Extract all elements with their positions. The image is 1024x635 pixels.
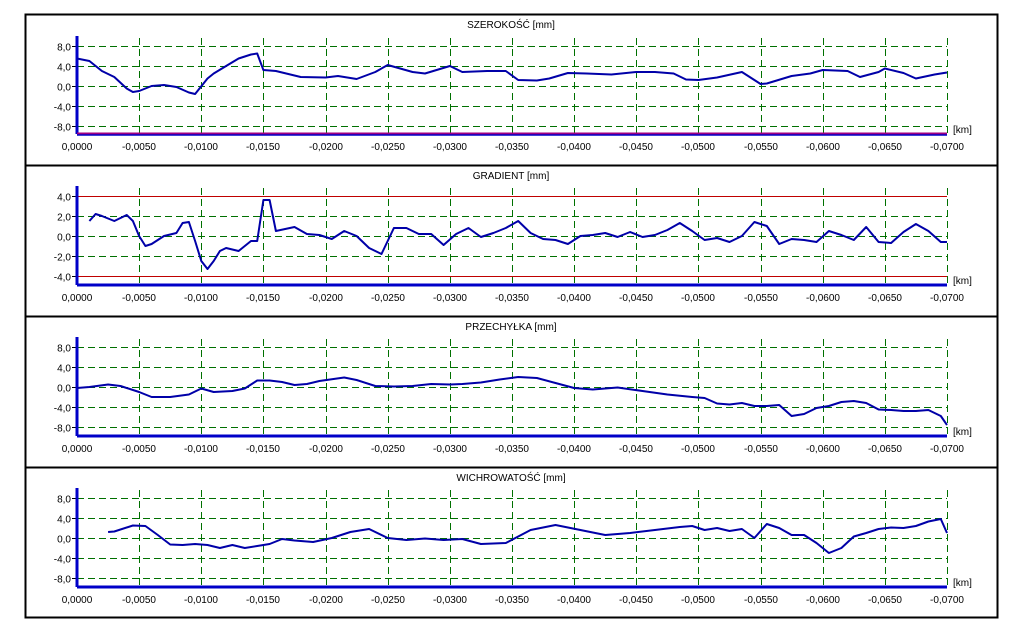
x-tick-label: -0,0250 <box>371 444 405 455</box>
y-tick-label: 0,0 <box>57 535 71 546</box>
x-tick-label: -0,0100 <box>184 595 218 606</box>
x-tick-label: -0,0050 <box>122 595 156 606</box>
x-tick-label: -0,0550 <box>744 595 778 606</box>
x-tick-label: -0,0350 <box>495 595 529 606</box>
x-tick-label: -0,0300 <box>433 444 467 455</box>
x-tick-label: -0,0450 <box>619 595 653 606</box>
x-tick-label: -0,0150 <box>246 293 280 304</box>
y-tick-label: -8,0 <box>54 575 72 586</box>
x-tick-label: -0,0350 <box>495 444 529 455</box>
y-tick-label: -8,0 <box>54 424 72 435</box>
x-tick-label: -0,0200 <box>309 142 343 153</box>
y-tick-label: 2,0 <box>57 213 71 224</box>
x-tick-label: 0,0000 <box>62 444 93 455</box>
x-tick-label: -0,0300 <box>433 142 467 153</box>
y-tick-label: -2,0 <box>54 253 72 264</box>
x-tick-label: -0,0550 <box>744 293 778 304</box>
x-tick-label: -0,0300 <box>433 595 467 606</box>
chart-panel-przechylka: PRZECHYŁKA [mm] 8,0 4,0 0,0 -4,0 -8,0 0,0000 -0… <box>25 315 998 455</box>
chart-title: SZEROKOŚĆ [mm] <box>467 18 555 31</box>
x-tick-label: -0,0450 <box>619 293 653 304</box>
x-tick-label: -0,0700 <box>930 293 964 304</box>
x-tick-label: -0,0200 <box>309 444 343 455</box>
x-tick-label: -0,0050 <box>122 142 156 153</box>
x-tick-label: -0,0500 <box>681 595 715 606</box>
x-tick-label: -0,0600 <box>806 142 840 153</box>
x-unit-label: [km] <box>953 578 972 589</box>
x-unit-label: [km] <box>953 276 972 287</box>
y-tick-label: 4,0 <box>57 364 71 375</box>
x-tick-label: -0,0250 <box>371 293 405 304</box>
x-tick-label: -0,0700 <box>930 444 964 455</box>
y-tick-label: 0,0 <box>57 83 71 94</box>
x-tick-label: -0,0050 <box>122 293 156 304</box>
x-tick-label: -0,0700 <box>930 595 964 606</box>
x-tick-label: -0,0350 <box>495 142 529 153</box>
x-unit-label: [km] <box>953 427 972 438</box>
y-tick-label: -4,0 <box>54 404 72 415</box>
x-tick-label: 0,0000 <box>62 142 93 153</box>
x-tick-label: -0,0200 <box>309 595 343 606</box>
x-tick-label: -0,0500 <box>681 293 715 304</box>
y-tick-label: 8,0 <box>57 495 71 506</box>
x-tick-label: -0,0150 <box>246 444 280 455</box>
x-tick-label: -0,0650 <box>868 142 902 153</box>
x-tick-label: -0,0400 <box>557 595 591 606</box>
y-tick-label: -4,0 <box>54 555 72 566</box>
x-tick-label: -0,0600 <box>806 595 840 606</box>
x-tick-label: -0,0500 <box>681 444 715 455</box>
x-tick-label: 0,0000 <box>62 293 93 304</box>
y-tick-label: 0,0 <box>57 233 71 244</box>
x-tick-label: -0,0400 <box>557 293 591 304</box>
chart-title: GRADIENT [mm] <box>473 171 550 182</box>
x-tick-label: -0,0250 <box>371 142 405 153</box>
x-tick-label: 0,0000 <box>62 595 93 606</box>
x-tick-label: -0,0150 <box>246 595 280 606</box>
y-tick-label: 4,0 <box>57 515 71 526</box>
series-line <box>76 52 948 95</box>
x-tick-label: -0,0600 <box>806 444 840 455</box>
y-tick-label: 4,0 <box>57 63 71 74</box>
y-tick-label: -4,0 <box>54 103 72 114</box>
x-tick-label: -0,0400 <box>557 142 591 153</box>
x-tick-label: -0,0400 <box>557 444 591 455</box>
x-tick-label: -0,0450 <box>619 444 653 455</box>
x-tick-label: -0,0250 <box>371 595 405 606</box>
x-tick-label: -0,0450 <box>619 142 653 153</box>
chart-title: WICHROWATOŚĆ [mm] <box>456 471 565 484</box>
x-tick-label: -0,0100 <box>184 444 218 455</box>
y-tick-label: 4,0 <box>57 193 71 204</box>
x-unit-label: [km] <box>953 125 972 136</box>
x-tick-label: -0,0650 <box>868 444 902 455</box>
x-tick-label: -0,0200 <box>309 293 343 304</box>
series-line <box>88 199 947 270</box>
x-tick-label: -0,0050 <box>122 444 156 455</box>
series-line <box>76 376 948 426</box>
x-tick-label: -0,0550 <box>744 444 778 455</box>
x-tick-label: -0,0700 <box>930 142 964 153</box>
y-tick-label: -4,0 <box>54 273 72 284</box>
x-tick-label: -0,0500 <box>681 142 715 153</box>
x-tick-label: -0,0100 <box>184 293 218 304</box>
x-tick-label: -0,0150 <box>246 142 280 153</box>
chart-panel-gradient: GRADIENT [mm] 4,0 2,0 0,0 -2,0 -4,0 0,0000 -0,0… <box>25 164 998 304</box>
y-tick-label: 8,0 <box>57 344 71 355</box>
chart-title: PRZECHYŁKA [mm] <box>465 322 556 333</box>
x-tick-label: -0,0650 <box>868 595 902 606</box>
y-tick-label: 8,0 <box>57 43 71 54</box>
chart-panel-wichrowatosc: WICHROWATOŚĆ [mm] 8,0 4,0 0,0 -4,0 -8,0 0,0000… <box>25 466 998 606</box>
x-tick-label: -0,0650 <box>868 293 902 304</box>
x-tick-label: -0,0350 <box>495 293 529 304</box>
x-tick-label: -0,0100 <box>184 142 218 153</box>
x-tick-label: -0,0600 <box>806 293 840 304</box>
y-tick-label: 0,0 <box>57 384 71 395</box>
x-tick-label: -0,0300 <box>433 293 467 304</box>
chart-panel-szerokosc: SZEROKOŚĆ [mm] 8,0 4,0 0,0 -4,0 -8,0 0,0000 -0,… <box>54 18 972 153</box>
y-tick-label: -8,0 <box>54 123 72 134</box>
series-line <box>108 518 948 554</box>
x-tick-label: -0,0550 <box>744 142 778 153</box>
